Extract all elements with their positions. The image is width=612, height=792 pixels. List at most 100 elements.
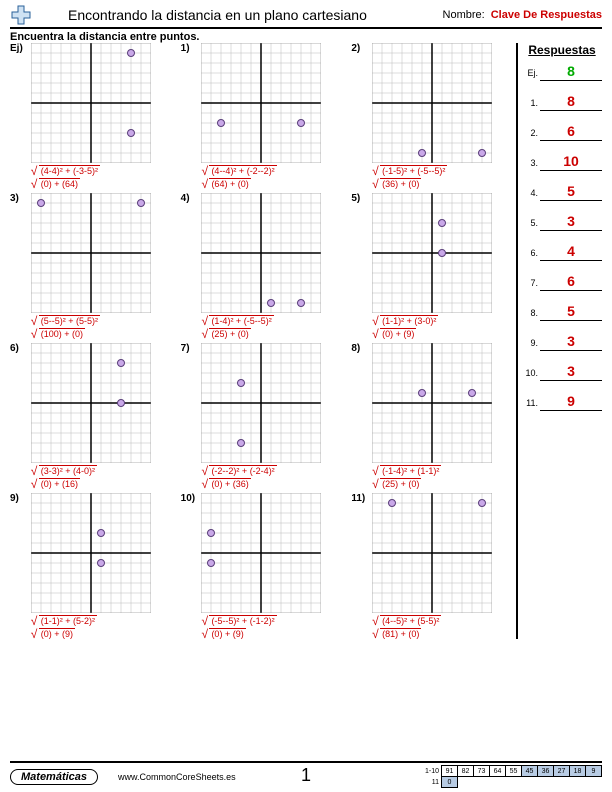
answer-value: 5 [540,183,602,201]
answer-value: 10 [540,153,602,171]
equation-1: (1-4)² + (-5--5)² [201,315,321,326]
page-number: 1 [301,765,311,786]
problem-label: 11) [351,493,369,504]
header: Encontrando la distancia en un plano car… [10,4,602,29]
answer-value: 9 [540,393,602,411]
problem-label: Ej) [10,43,28,54]
footer-url: www.CommonCoreSheets.es [118,772,236,782]
answer-num: 3. [522,158,540,168]
instruction: Encuentra la distancia entre puntos. [10,31,200,43]
coord-grid: (-1-4)² + (1-1)² (25) + (0) [372,343,492,489]
answer-value: 3 [540,213,602,231]
answers-title: Respuestas [522,43,602,57]
equation-2: (0) + (9) [31,628,151,639]
problem-label: 7) [181,343,199,354]
equation-1: (1-1)² + (3-0)² [372,315,492,326]
problem-9: 9) (1-1)² + (5-2)² (0) + (9) [10,493,165,639]
coord-grid: (3-3)² + (4-0)² (0) + (16) [31,343,151,489]
cross-icon [10,4,32,26]
problem-label: 2) [351,43,369,54]
answer-row-9: 9. 3 [522,333,602,351]
coord-grid: (1-1)² + (3-0)² (0) + (9) [372,193,492,339]
answer-num: Ej. [522,68,540,78]
answer-value: 5 [540,303,602,321]
answer-row-4: 4. 5 [522,183,602,201]
problem-3: 3) (5--5)² + (5-5)² (100) + (0) [10,193,165,339]
answer-row-10: 10. 3 [522,363,602,381]
brand-box: Matemáticas [10,769,98,785]
problem-label: 6) [10,343,28,354]
answer-row-7: 7. 6 [522,273,602,291]
equation-1: (4--4)² + (-2--2)² [201,165,321,176]
answer-value: 3 [540,333,602,351]
equation-1: (-5--5)² + (-1-2)² [201,615,321,626]
coord-grid: (-5--5)² + (-1-2)² (0) + (9) [201,493,321,639]
coord-grid: (1-1)² + (5-2)² (0) + (9) [31,493,151,639]
answer-value: 8 [540,93,602,111]
footer: Matemáticas www.CommonCoreSheets.es 1 1-… [10,761,602,788]
coord-grid: (4--4)² + (-2--2)² (64) + (0) [201,43,321,189]
answer-num: 1. [522,98,540,108]
answer-row-0: Ej. 8 [522,63,602,81]
problem-1: 1) (4--4)² + (-2--2)² (64) + (0) [181,43,336,189]
coord-grid: (5--5)² + (5-5)² (100) + (0) [31,193,151,339]
equation-1: (4-4)² + (-3-5)² [31,165,151,176]
answer-num: 8. [522,308,540,318]
equation-1: (-1-4)² + (1-1)² [372,465,492,476]
answer-row-6: 6. 4 [522,243,602,261]
problem-label: 1) [181,43,199,54]
equation-2: (25) + (0) [201,328,321,339]
problem-7: 7) (-2--2)² + (-2-4)² (0) + (36) [181,343,336,489]
answer-key-label: Clave De Respuestas [491,9,602,21]
problem-0: Ej) (4-4)² + (-3-5)² (0) + (64) [10,43,165,189]
answer-num: 10. [522,368,540,378]
problem-6: 6) (3-3)² + (4-0)² (0) + (16) [10,343,165,489]
equation-2: (0) + (64) [31,178,151,189]
answer-value: 4 [540,243,602,261]
answer-row-5: 5. 3 [522,213,602,231]
problem-4: 4) (1-4)² + (-5--5)² (25) + (0) [181,193,336,339]
answer-num: 2. [522,128,540,138]
score-grid: 1-109182736455453627189110 [424,765,602,788]
equation-1: (5--5)² + (5-5)² [31,315,151,326]
subheader: Encuentra la distancia entre puntos. [10,31,602,43]
name-label: Nombre: [443,9,485,21]
equation-1: (-2--2)² + (-2-4)² [201,465,321,476]
answer-num: 9. [522,338,540,348]
answers-column: Respuestas Ej. 81. 82. 63. 104. 55. 36. … [516,43,602,639]
problem-8: 8) (-1-4)² + (1-1)² (25) + (0) [351,343,506,489]
equation-2: (0) + (9) [372,328,492,339]
answer-row-1: 1. 8 [522,93,602,111]
answer-row-3: 3. 10 [522,153,602,171]
answer-num: 7. [522,278,540,288]
answer-row-11: 11. 9 [522,393,602,411]
answer-num: 11. [522,398,540,408]
equation-1: (3-3)² + (4-0)² [31,465,151,476]
problem-2: 2) (-1-5)² + (-5--5)² (36) + (0) [351,43,506,189]
equation-2: (64) + (0) [201,178,321,189]
coord-grid: (1-4)² + (-5--5)² (25) + (0) [201,193,321,339]
problem-10: 10) (-5--5)² + (-1-2)² (0) + (9) [181,493,336,639]
equation-1: (-1-5)² + (-5--5)² [372,165,492,176]
answer-value: 6 [540,123,602,141]
problem-label: 4) [181,193,199,204]
answer-value: 3 [540,363,602,381]
page-title: Encontrando la distancia en un plano car… [38,7,437,23]
problem-label: 10) [181,493,199,504]
equation-2: (36) + (0) [372,178,492,189]
coord-grid: (-1-5)² + (-5--5)² (36) + (0) [372,43,492,189]
coord-grid: (4--5)² + (5-5)² (81) + (0) [372,493,492,639]
problems-grid: Ej) (4-4)² + (-3-5)² (0) + (64) 1) (4--4… [10,43,512,639]
problem-label: 8) [351,343,369,354]
coord-grid: (4-4)² + (-3-5)² (0) + (64) [31,43,151,189]
equation-2: (100) + (0) [31,328,151,339]
answer-num: 6. [522,248,540,258]
answer-num: 5. [522,218,540,228]
answer-value: 8 [540,63,602,81]
answer-num: 4. [522,188,540,198]
problem-label: 3) [10,193,28,204]
equation-2: (81) + (0) [372,628,492,639]
problem-label: 9) [10,493,28,504]
equation-2: (0) + (9) [201,628,321,639]
equation-2: (25) + (0) [372,478,492,489]
